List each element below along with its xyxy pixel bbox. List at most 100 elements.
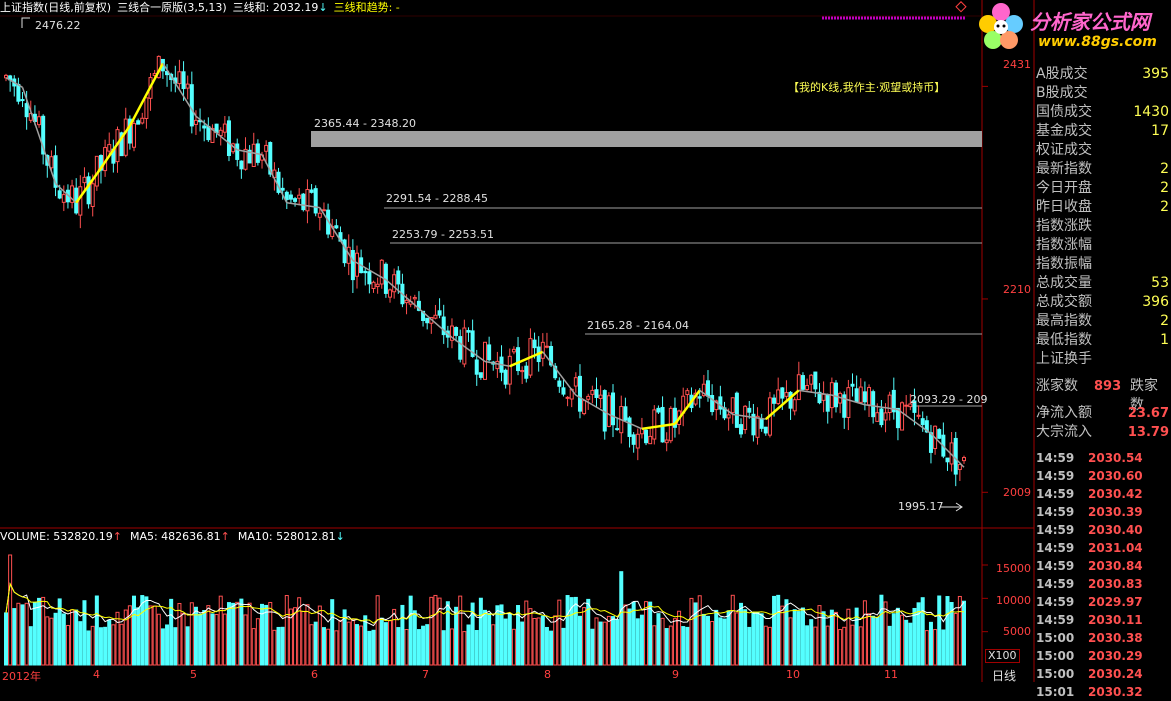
logo-url-text: www.88gs.com [1038,34,1157,50]
volume-unit-badge: X100 [985,649,1020,663]
volume-bar [483,609,487,666]
stat-row: 最低指数 1 [1034,331,1171,350]
volume-bar [900,614,905,666]
price-chart[interactable] [0,0,1171,682]
candle-body [37,116,42,126]
month-label-10: 10 [786,668,800,681]
candle-body [553,365,558,379]
three-line-segment [864,404,899,411]
candle-body [61,194,66,203]
tick-row[interactable]: 14:59 2030.11 [1034,611,1171,629]
candle-body [412,297,417,300]
tick-row[interactable]: 14:59 2030.83 [1034,575,1171,593]
candle-body [586,395,591,400]
candle-body [524,365,529,379]
candle-body [487,344,492,361]
tick-row[interactable]: 14:59 2031.04 [1034,539,1171,557]
candle-body [800,375,805,390]
volume-bar [429,596,434,666]
tick-row[interactable]: 15:00 2030.24 [1034,665,1171,683]
month-label-5: 5 [190,668,197,681]
tick-time: 15:00 [1036,667,1075,681]
indicator-name[interactable]: 三线合一原版(3,5,13) [117,1,227,14]
candle-body [127,118,132,144]
stat-row: 总成交额 396 [1034,293,1171,312]
volume-bar [198,613,203,666]
tick-time: 14:59 [1036,505,1075,519]
candle-body [747,407,752,413]
volume-bar [185,626,190,666]
volume-bar [949,602,954,666]
site-logo: 分析家公式网 www.88gs.com [974,0,1171,58]
candle-body [710,395,715,413]
three-line-segment [641,422,676,431]
tick-time: 15:01 [1036,685,1075,699]
breadth-row: 涨家数 893 跌家数 [1034,377,1171,413]
volume-bar [272,629,277,666]
volume-bar [809,619,814,666]
candle-body [53,155,58,188]
stat-label: 最低指数 [1036,332,1092,348]
three-line-segment [237,149,263,156]
candle-body [363,270,368,274]
tick-row[interactable]: 15:00 2030.38 [1034,629,1171,647]
volume-bar [379,617,384,666]
volume-bar [573,596,578,666]
tick-row[interactable]: 15:00 2030.29 [1034,647,1171,665]
volume-bar [231,602,236,666]
candle-body [957,464,962,470]
volume-bar [342,609,347,666]
volume-bar [611,616,616,666]
index-title[interactable]: 上证指数(日线,前复权) [0,1,112,14]
tick-row[interactable]: 14:59 2030.42 [1034,485,1171,503]
volume-bar [532,617,537,666]
tick-row[interactable]: 15:01 2030.32 [1034,683,1171,701]
volume-bar [957,595,962,666]
volume-bar [297,597,302,666]
tick-row[interactable]: 14:59 2030.60 [1034,467,1171,485]
tick-row[interactable]: 14:59 2030.40 [1034,521,1171,539]
volume-bar [705,615,710,666]
candle-body [185,83,190,89]
volume-bar [458,595,463,666]
volume-bar [61,613,66,666]
volume-bar [710,621,715,666]
volume-bar [123,609,128,666]
candle-body [193,119,198,125]
volume-bar [772,595,777,666]
candle-body [652,409,657,440]
volume-tick-5000: 5000 [1003,625,1031,638]
flow-value: 23.67 [1127,406,1169,421]
three-line-segment [162,62,197,117]
volume-bar [371,629,376,666]
volume-bar [181,612,186,666]
stat-value: 2 [1160,161,1169,177]
tick-row[interactable]: 14:59 2030.54 [1034,449,1171,467]
tick-row[interactable]: 14:59 2030.39 [1034,503,1171,521]
volume-bar [127,605,132,666]
tick-row[interactable]: 14:59 2030.84 [1034,557,1171,575]
volume-bar [623,604,628,666]
candle-body [561,387,566,395]
volume-bar [425,624,430,666]
tick-row[interactable]: 14:59 2029.97 [1034,593,1171,611]
candle-body [70,185,75,203]
volume-bar [503,618,508,666]
volume-bar [516,605,521,666]
candle-body [821,393,826,401]
three-line-segment [75,173,98,204]
ma5-up-arrow-icon: ↑ [220,530,230,543]
stat-label: 基金成交 [1036,123,1092,139]
volume-bar [251,628,256,666]
volume-bar [156,613,161,666]
volume-bar [20,604,25,666]
flower-logo-icon [979,3,1023,49]
resistance-zone [311,131,982,147]
month-label-8: 8 [544,668,551,681]
three-line-segment [261,154,288,204]
tab-daily[interactable]: 日线 [992,669,1017,683]
candle-body [672,407,677,428]
tick-price: 2030.24 [1088,667,1143,681]
low-label: 1995.17 [898,500,944,513]
market-info-panel: A股成交 395 B股成交 国债成交 1430 基金成交 17 权证成交 最新指数 2 今日开盘 2 昨… [1034,63,1171,699]
